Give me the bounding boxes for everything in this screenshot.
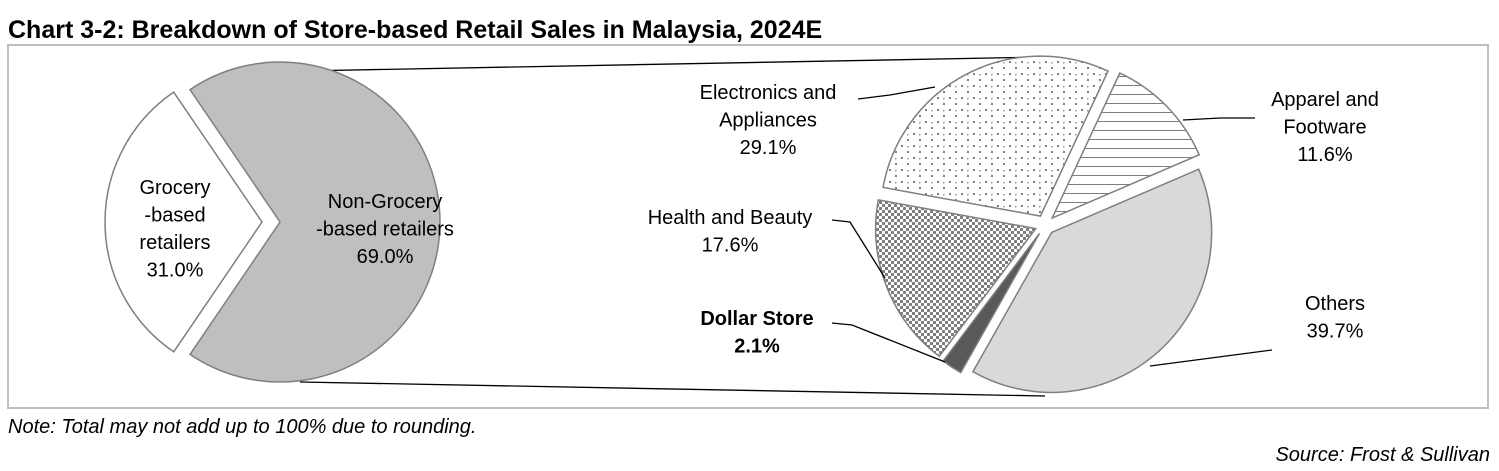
pie-slice <box>874 199 1038 358</box>
value-label: 39.7% <box>1307 321 1364 343</box>
leader-line <box>831 322 946 363</box>
pie-slice <box>104 91 263 353</box>
source: Source: Frost & Sullivan <box>1275 444 1490 466</box>
slice-label: Non-Grocery -based retailers <box>316 191 454 241</box>
connector <box>299 381 1046 397</box>
slice-label: Others <box>1305 293 1365 315</box>
pie-slice <box>189 61 441 383</box>
leader-line <box>1182 117 1255 121</box>
slice-label: Grocery -based retailers <box>139 177 210 254</box>
slice-label: Health and Beauty <box>648 207 813 229</box>
slice-label: Apparel and Footware <box>1271 89 1379 139</box>
value-label: 11.6% <box>1297 144 1352 166</box>
pie-slice <box>882 55 1110 217</box>
leader-line <box>857 86 936 100</box>
slice-label: Dollar Store <box>700 308 813 330</box>
value-label: 31.0% <box>147 260 204 282</box>
connector <box>299 56 1046 72</box>
pie-slice <box>971 168 1213 394</box>
note: Note: Total may not add up to 100% due t… <box>8 416 476 438</box>
pie-slice <box>1050 72 1201 220</box>
chart-title: Chart 3-2: Breakdown of Store-based Reta… <box>8 16 822 44</box>
leader-line <box>1149 349 1273 367</box>
plot-frame <box>7 44 1489 409</box>
value-label: 2.1% <box>734 336 780 358</box>
leader-line <box>831 219 886 279</box>
value-label: 29.1% <box>740 137 797 159</box>
value-label: 17.6% <box>702 235 759 257</box>
value-label: 69.0% <box>357 246 414 268</box>
slice-label: Electronics and Appliances <box>700 82 837 132</box>
